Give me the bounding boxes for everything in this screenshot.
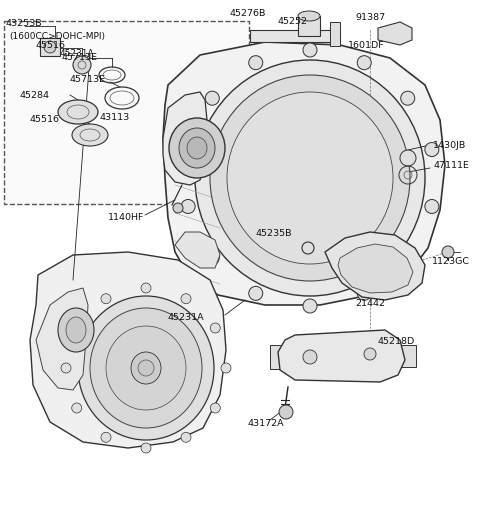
Circle shape	[425, 199, 439, 214]
Text: 45276B: 45276B	[230, 8, 266, 17]
Circle shape	[249, 56, 263, 69]
Text: 47111E: 47111E	[433, 161, 469, 170]
Polygon shape	[338, 244, 413, 293]
Text: 45516: 45516	[35, 41, 65, 50]
Circle shape	[279, 405, 293, 419]
Circle shape	[210, 323, 220, 333]
Bar	[40, 38, 60, 56]
Circle shape	[141, 443, 151, 453]
Bar	[270, 345, 288, 369]
Circle shape	[364, 348, 376, 360]
Circle shape	[181, 432, 191, 442]
Text: 45252: 45252	[278, 16, 308, 25]
Circle shape	[401, 91, 415, 105]
Circle shape	[303, 43, 317, 57]
Text: 1140HF: 1140HF	[108, 213, 144, 222]
Text: 1123GC: 1123GC	[432, 258, 470, 267]
Bar	[4, 21, 249, 204]
Circle shape	[205, 251, 219, 265]
Text: 45235B: 45235B	[255, 228, 291, 237]
Ellipse shape	[78, 296, 214, 440]
Text: 45231A: 45231A	[60, 49, 95, 57]
Polygon shape	[175, 232, 220, 268]
Circle shape	[249, 286, 263, 301]
Text: (1600CC>DOHC-MPI): (1600CC>DOHC-MPI)	[9, 32, 105, 41]
Polygon shape	[163, 42, 445, 305]
Ellipse shape	[72, 124, 108, 146]
Circle shape	[357, 286, 371, 301]
Text: 1601DF: 1601DF	[348, 40, 384, 49]
Circle shape	[303, 299, 317, 313]
Circle shape	[173, 203, 183, 213]
Circle shape	[61, 363, 71, 373]
Polygon shape	[250, 30, 340, 42]
Text: 21442: 21442	[355, 298, 385, 307]
Bar	[298, 16, 320, 36]
Ellipse shape	[131, 352, 161, 384]
Ellipse shape	[187, 137, 207, 159]
Ellipse shape	[298, 11, 320, 21]
Text: 43113: 43113	[100, 113, 130, 122]
Circle shape	[73, 56, 91, 74]
Text: 45516: 45516	[30, 116, 60, 125]
Circle shape	[101, 294, 111, 304]
Circle shape	[181, 199, 195, 214]
Circle shape	[44, 41, 56, 53]
Ellipse shape	[58, 308, 94, 352]
Ellipse shape	[169, 118, 225, 178]
Text: 1430JB: 1430JB	[433, 140, 466, 149]
Circle shape	[181, 143, 195, 156]
Circle shape	[221, 363, 231, 373]
Polygon shape	[378, 22, 412, 45]
Bar	[400, 345, 416, 367]
Ellipse shape	[90, 308, 202, 428]
Text: 43172A: 43172A	[248, 419, 285, 428]
Ellipse shape	[210, 75, 410, 281]
Text: 91387: 91387	[355, 13, 385, 22]
Circle shape	[401, 251, 415, 265]
Circle shape	[442, 246, 454, 258]
Circle shape	[357, 56, 371, 69]
Circle shape	[72, 323, 82, 333]
Ellipse shape	[106, 326, 186, 410]
Circle shape	[205, 91, 219, 105]
Circle shape	[181, 294, 191, 304]
Polygon shape	[163, 92, 208, 185]
Polygon shape	[325, 232, 425, 300]
Circle shape	[303, 350, 317, 364]
Ellipse shape	[227, 92, 393, 264]
Ellipse shape	[58, 100, 98, 124]
Ellipse shape	[66, 317, 86, 343]
Ellipse shape	[138, 360, 154, 376]
Polygon shape	[278, 330, 405, 382]
Polygon shape	[36, 288, 88, 390]
Bar	[330, 22, 340, 46]
Text: 45284: 45284	[20, 92, 50, 101]
Circle shape	[72, 403, 82, 413]
Circle shape	[210, 403, 220, 413]
Ellipse shape	[195, 60, 425, 296]
Circle shape	[101, 432, 111, 442]
Circle shape	[400, 150, 416, 166]
Text: 45231A: 45231A	[168, 314, 204, 322]
Circle shape	[141, 283, 151, 293]
Text: 45713E: 45713E	[70, 75, 106, 84]
Text: 43253B: 43253B	[5, 20, 42, 29]
Text: 45218D: 45218D	[378, 338, 415, 347]
Polygon shape	[30, 252, 226, 448]
Text: 45713E: 45713E	[62, 52, 98, 61]
Circle shape	[425, 143, 439, 156]
Ellipse shape	[179, 128, 215, 168]
